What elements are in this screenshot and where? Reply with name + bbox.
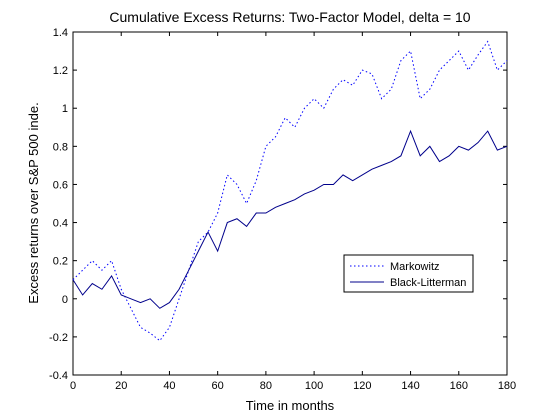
legend-label: Black-Litterman bbox=[390, 277, 466, 289]
y-tick-label: -0.4 bbox=[49, 370, 68, 382]
y-tick-label: 1 bbox=[62, 103, 68, 115]
x-tick-label: 80 bbox=[260, 380, 272, 392]
x-tick-label: 0 bbox=[70, 380, 76, 392]
x-tick-label: 180 bbox=[498, 380, 516, 392]
y-tick-label: 0.8 bbox=[53, 141, 68, 153]
x-tick-label: 20 bbox=[115, 380, 127, 392]
y-tick-label: -0.2 bbox=[49, 332, 68, 344]
y-axis-label: Excess returns over S&P 500 inde. bbox=[26, 102, 41, 303]
x-tick-label: 140 bbox=[401, 380, 419, 392]
y-tick-label: 0.6 bbox=[53, 179, 68, 191]
x-axis-label: Time in months bbox=[246, 398, 335, 413]
x-tick-label: 40 bbox=[163, 380, 175, 392]
plot-area bbox=[72, 31, 508, 376]
chart-title: Cumulative Excess Returns: Two-Factor Mo… bbox=[109, 9, 470, 25]
y-tick-label: 0.2 bbox=[53, 256, 68, 268]
series-line bbox=[72, 129, 508, 309]
x-tick-label: 60 bbox=[212, 380, 224, 392]
series-line bbox=[72, 40, 508, 342]
x-tick-label: 120 bbox=[353, 380, 371, 392]
y-tick-label: 1.4 bbox=[53, 27, 68, 39]
legend-box bbox=[343, 254, 474, 293]
y-tick-label: 0 bbox=[62, 294, 68, 306]
x-tick-label: 100 bbox=[305, 380, 323, 392]
x-tick-label: 160 bbox=[450, 380, 468, 392]
legend-label: Markowitz bbox=[390, 261, 440, 273]
y-tick-label: 0.4 bbox=[53, 218, 68, 230]
y-tick-label: 1.2 bbox=[53, 65, 68, 77]
